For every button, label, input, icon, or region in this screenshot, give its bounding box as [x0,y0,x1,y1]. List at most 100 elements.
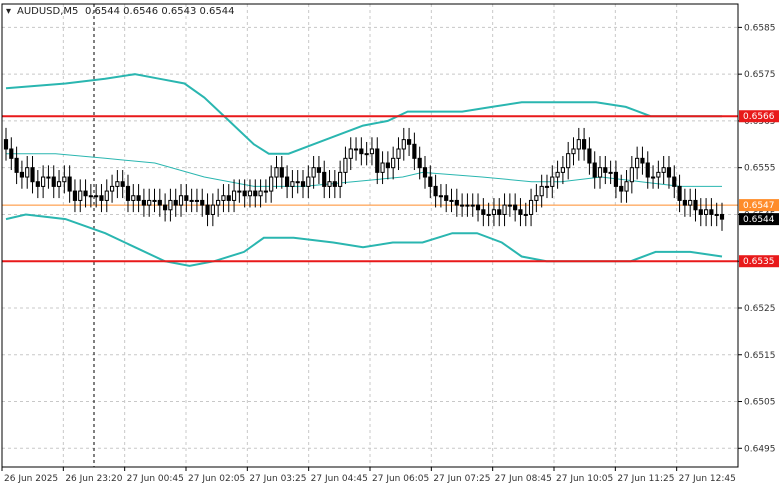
x-tick-label: 26 Jun 23:20 [65,474,122,484]
current-price-tag-label: 0.6544 [743,215,775,225]
candle-body [184,195,189,201]
candle-body [587,148,592,164]
level-price-tag-label: 0.6535 [743,257,775,267]
candle-body [507,204,512,207]
candle-body [444,195,449,201]
candle-body [3,139,9,150]
y-tick-label: 0.6515 [744,351,776,361]
candle-body [364,153,369,156]
candle-body [523,213,528,216]
candles [3,127,725,231]
candle-body [513,204,518,211]
x-tick-label: 27 Jun 12:45 [679,474,736,484]
candle-body [163,204,168,211]
candle-body [263,190,268,193]
candle-body [78,190,83,201]
candle-body [35,181,40,187]
horizontal-levels [2,115,738,263]
candle-body [327,181,332,187]
price-tags: 0.6566 0.6547 0.6535 0.6544 [739,110,779,268]
candle-body [385,162,390,169]
candle-body [550,176,555,187]
candle-body [83,190,88,197]
candle-body [502,204,507,215]
candle-body [141,199,146,206]
candle-body [258,190,263,197]
candle-body [661,167,666,173]
candle-body [396,148,401,159]
y-tick-label: 0.6505 [744,398,776,408]
candle-body [99,195,104,201]
candle-body [46,176,51,179]
candle-body [438,195,443,198]
candle-body [216,199,221,206]
candle-body [597,167,603,178]
candle-body [481,209,486,215]
candle-body [131,195,136,201]
candle-body [14,157,19,173]
candle-body [544,185,550,188]
candle-body [624,181,629,192]
candle-body [19,171,25,178]
candle-body [51,176,56,187]
candle-body [253,190,258,197]
candle-body [454,199,459,206]
axes: 0.65850.65750.65650.65550.65450.65350.65… [1,3,776,484]
candle-body [125,185,131,201]
candle-body [534,195,539,201]
candle-body [475,204,481,211]
candle-body [311,167,316,178]
candle-body [279,167,284,178]
candle-body [290,181,295,187]
candle-body [629,167,634,183]
candle-body [491,209,497,215]
candle-body [666,167,672,178]
candle-body [656,171,661,178]
x-tick-label: 27 Jun 08:45 [495,474,552,484]
x-tick-label: 27 Jun 04:45 [311,474,368,484]
header-menu-arrow-icon[interactable]: ▾ [6,6,11,17]
candle-body [210,204,215,215]
level-price-tag-label: 0.6566 [743,112,775,122]
x-tick-label: 27 Jun 03:25 [249,474,306,484]
candle-body [528,199,534,215]
candle-body [518,209,523,215]
candle-body [120,181,125,187]
candle-body [94,195,99,198]
y-tick-label: 0.6525 [744,304,776,314]
candle-body [205,204,210,215]
candle-body [645,162,650,178]
x-tick-label: 27 Jun 07:25 [433,474,490,484]
candle-body [147,199,152,206]
candle-body [274,167,279,178]
candle-body [178,195,184,206]
candle-body [460,204,465,207]
candle-body [693,199,698,211]
candle-body [592,162,597,178]
y-tick-label: 0.6495 [744,444,776,454]
candle-body [104,190,109,201]
candle-body [412,143,417,159]
candle-body [247,190,253,197]
x-tick-label: 27 Jun 10:05 [556,474,613,484]
candle-body [348,148,353,159]
level-price-tag-bg [739,255,779,268]
candle-body [136,195,141,201]
x-tick-label: 27 Jun 02:05 [188,474,245,484]
candle-body [300,181,306,187]
candle-body [67,176,72,192]
candle-body [9,148,14,159]
current-price-tag-bg [739,213,779,226]
level-price-tag-label: 0.6547 [743,201,775,211]
candle-body [72,190,78,201]
candle-body [285,176,290,187]
candle-body [417,157,422,169]
candle-body [380,162,385,173]
candle-body [194,199,200,202]
candle-body [714,213,719,216]
bollinger-bands [5,73,723,267]
candle-body [231,190,237,201]
x-tick-label: 26 Jun 2025 [4,474,58,484]
x-tick-label: 27 Jun 06:05 [372,474,429,484]
